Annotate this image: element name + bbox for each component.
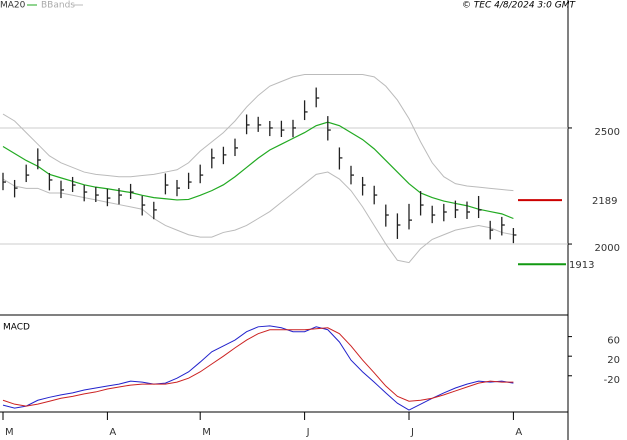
macd-line [2, 327, 514, 407]
band-upper [2, 74, 514, 192]
y-tick-label: 20 [607, 355, 620, 366]
y-tick-label: 2000 [595, 243, 620, 254]
macd-line [2, 325, 514, 411]
band-lower [2, 171, 514, 264]
x-tick-label: J [410, 427, 414, 438]
panel-title: MACD [3, 323, 30, 333]
x-tick-label: M [5, 427, 14, 438]
credit: © TEC 4/8/2024 3:0 GMT [462, 1, 577, 11]
x-tick-label: M [202, 427, 211, 438]
y-tick-label: 2500 [595, 127, 620, 138]
ma-line [2, 121, 514, 220]
legend-label: MA20 [0, 1, 26, 11]
x-tick-label: A [515, 427, 522, 438]
x-tick-label: A [109, 427, 116, 438]
level-label: 1913 [569, 260, 594, 271]
x-tick-label: J [306, 427, 310, 438]
y-tick-label: 60 [607, 336, 620, 347]
legend-label: BBands [41, 1, 75, 11]
level-label: 2189 [592, 196, 617, 207]
y-tick-label: -20 [604, 375, 620, 386]
